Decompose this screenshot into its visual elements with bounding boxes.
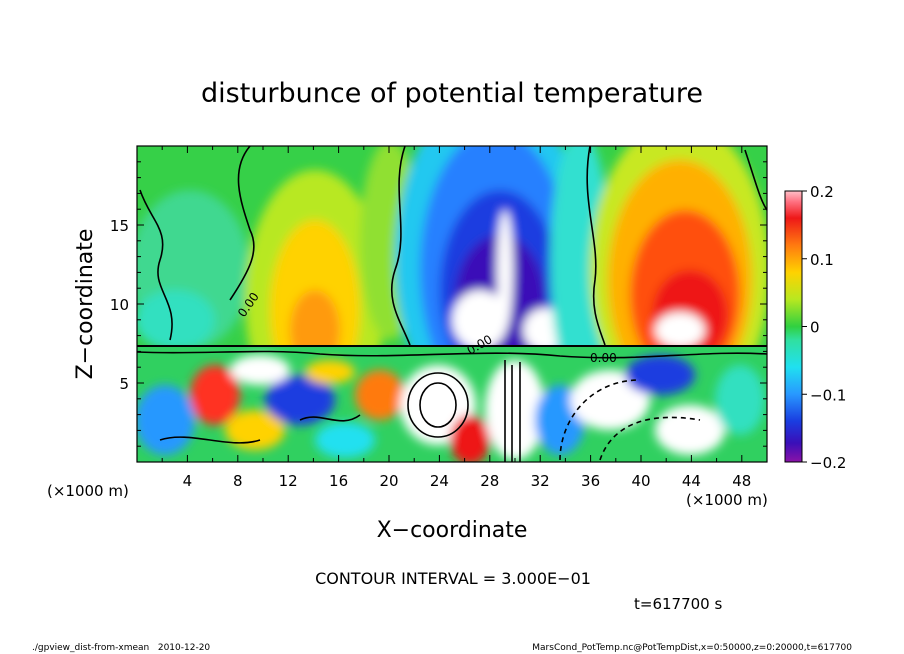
colorbar-tick-label: 0.2 [810, 183, 834, 201]
x-axis-title: X−coordinate [377, 518, 528, 543]
x-tick-label: 48 [732, 472, 751, 490]
y-tick-label: 10 [110, 296, 129, 314]
lower-layer [137, 346, 767, 462]
contour-lines [137, 146, 767, 462]
x-tick-label: 4 [183, 472, 193, 490]
colorbar-tick-label: −0.1 [810, 386, 846, 404]
y-tick-label: 5 [119, 375, 129, 393]
x-tick-label: 44 [682, 472, 701, 490]
y-tick-label: 15 [110, 217, 129, 235]
colorbar: 0.2 0.1 0 −0.1 −0.2 [784, 183, 846, 472]
colorbar-tick-label: 0 [810, 319, 820, 337]
x-tick-label: 12 [279, 472, 298, 490]
x-tick-label: 20 [379, 472, 398, 490]
colorbar-ramp [784, 190, 803, 463]
x-tick-label: 16 [329, 472, 348, 490]
colorbar-tick-label: −0.2 [810, 454, 846, 472]
x-unit-right: (×1000 m) [686, 491, 768, 509]
colorbar-tick-label: 0.1 [810, 251, 834, 269]
x-tick-label: 8 [233, 472, 243, 490]
heatmap-field: 0.00 0.00 0.00 [137, 146, 767, 462]
y-axis-title: Z−coordinate [73, 229, 98, 380]
x-unit-left: (×1000 m) [47, 482, 129, 500]
x-tick-label: 28 [480, 472, 499, 490]
chart-title: disturbunce of potential temperature [201, 78, 703, 109]
x-tick-label: 24 [430, 472, 449, 490]
time-stamp: t=617700 s [634, 595, 722, 613]
footer-right: MarsCond_PotTemp.nc@PotTempDist,x=0:5000… [532, 643, 852, 653]
contour-label: 0.00 [590, 351, 617, 365]
x-tick-label: 36 [581, 472, 600, 490]
colorbar-ticks: 0.2 0.1 0 −0.1 −0.2 [802, 183, 846, 472]
x-tick-label: 32 [531, 472, 550, 490]
x-tick-label: 40 [631, 472, 650, 490]
contour-interval: CONTOUR INTERVAL = 3.000E−01 [315, 569, 591, 588]
x-axis: 4 8 12 16 20 24 28 32 36 40 44 48 [161, 146, 751, 490]
footer-left: ./gpview_dist-from-xmean 2010-12-20 [32, 643, 210, 653]
y-axis: 5 10 15 [110, 161, 767, 447]
